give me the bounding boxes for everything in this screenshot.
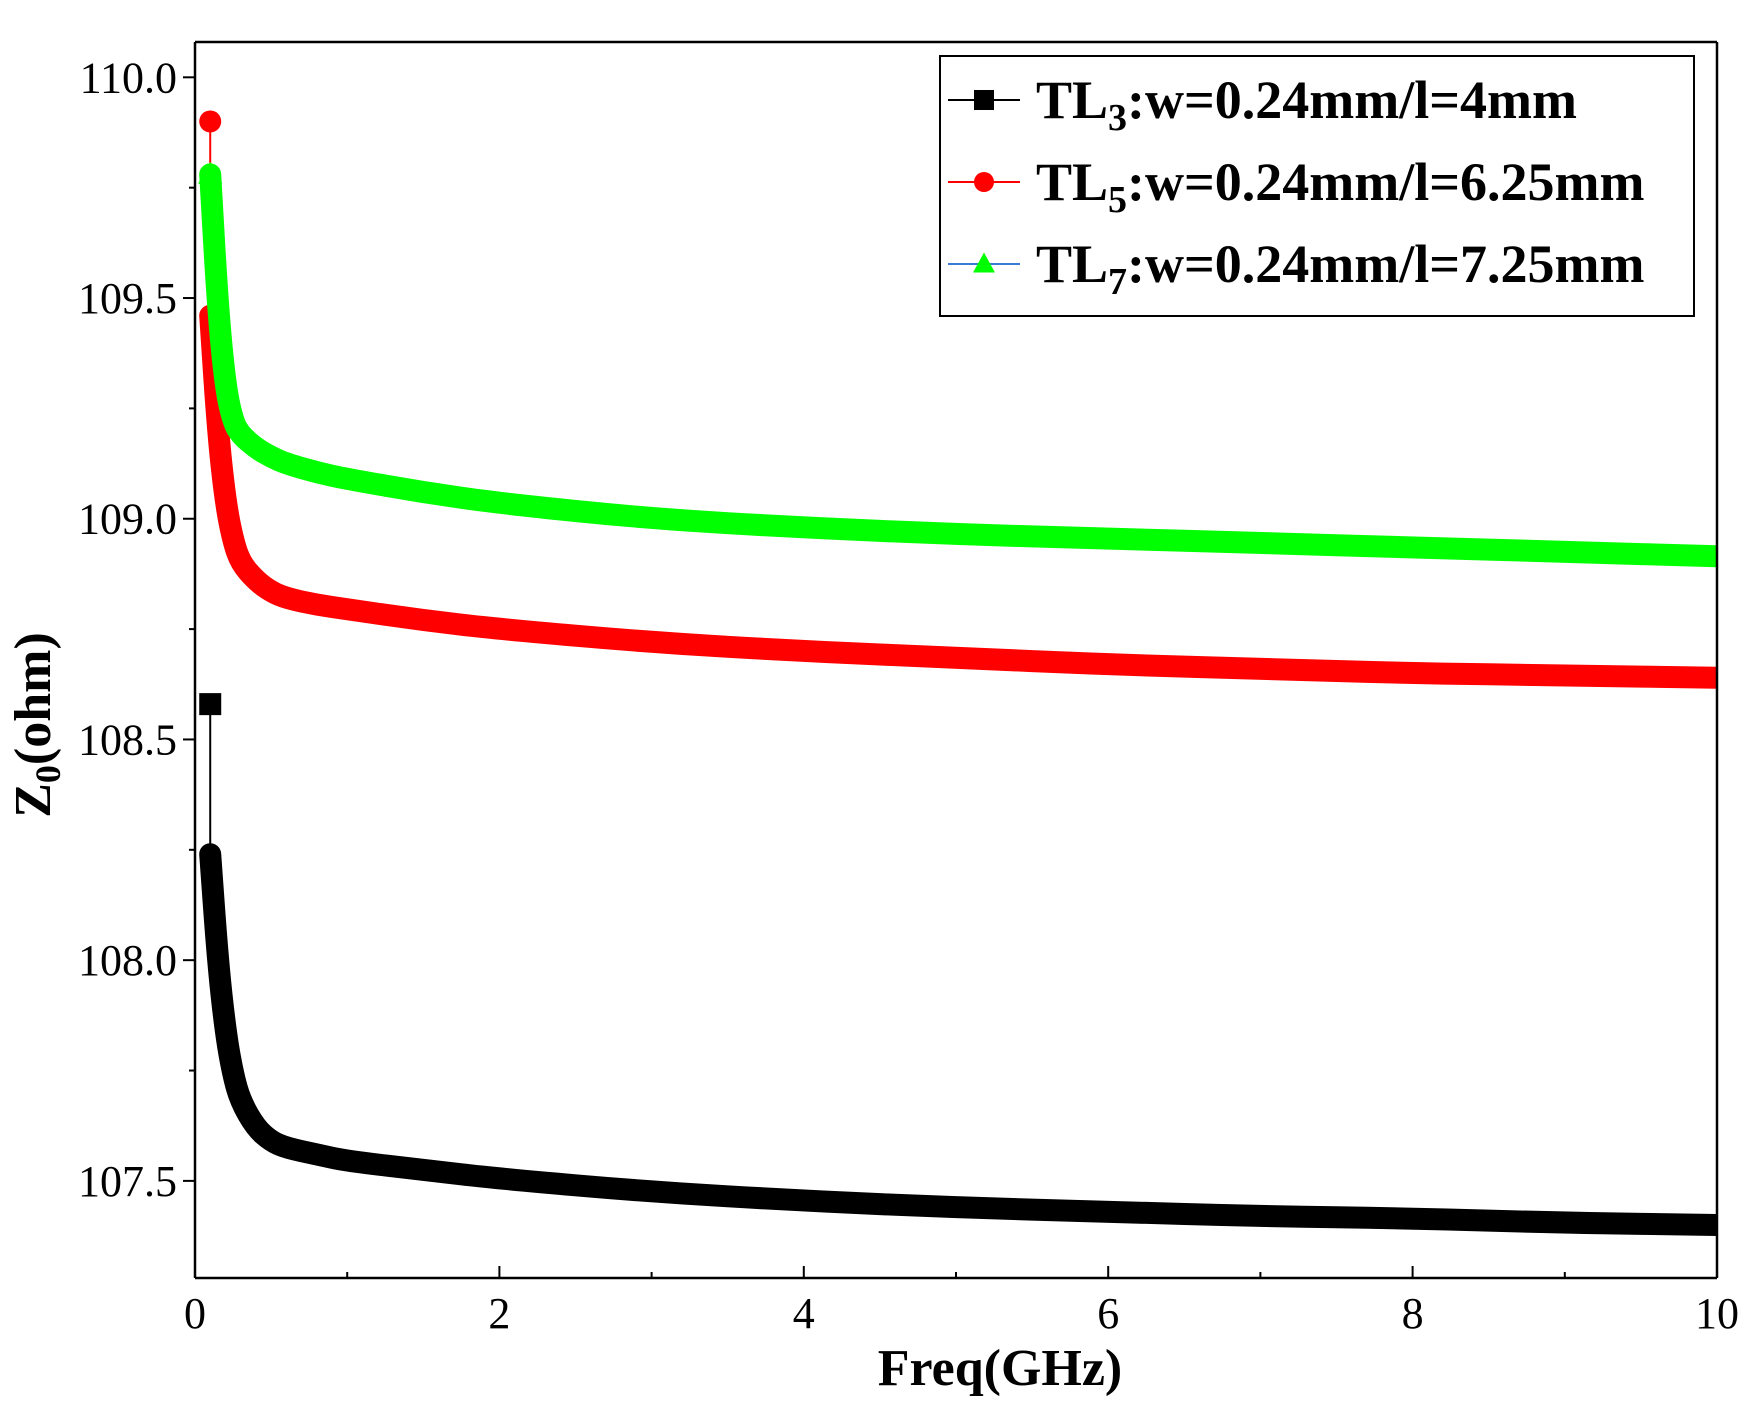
x-tick-label: 8 bbox=[1402, 1289, 1424, 1338]
legend-label-main: TL bbox=[1036, 70, 1108, 130]
legend-marker bbox=[973, 252, 995, 273]
legend-label-subscript: 3 bbox=[1108, 97, 1127, 139]
series-marker bbox=[199, 110, 222, 133]
x-axis-title: Freq(GHz) bbox=[878, 1340, 1123, 1397]
legend-label-rest: :w=0.24mm/l=7.25mm bbox=[1127, 234, 1644, 294]
x-tick-label: 4 bbox=[793, 1289, 815, 1338]
series-line bbox=[199, 304, 1717, 689]
series-1 bbox=[199, 693, 1717, 1236]
axes: 0 2 4 6 8 10 107.5 108.0 108.5 109.0 109.5 110.0 bbox=[78, 40, 1739, 1338]
y-axis-title: Z0(ohm) bbox=[5, 632, 68, 818]
series-layer bbox=[198, 110, 1717, 1236]
x-tick-label: 6 bbox=[1097, 1289, 1119, 1338]
plot-area bbox=[198, 110, 1717, 1236]
series-marker bbox=[199, 693, 222, 716]
y-axis-title-unit: (ohm) bbox=[5, 632, 62, 765]
series-line bbox=[199, 843, 1717, 1236]
legend: TL3:w=0.24mm/l=4mmTL5:w=0.24mm/l=6.25mmT… bbox=[939, 55, 1695, 317]
legend-marker bbox=[974, 172, 994, 192]
legend-label-rest: :w=0.24mm/l=4mm bbox=[1127, 70, 1577, 130]
legend-marker bbox=[974, 90, 994, 110]
y-axis-title-main: Z bbox=[5, 783, 62, 818]
legend-entry-1: TL3:w=0.24mm/l=4mm bbox=[948, 70, 1577, 139]
legend-label: TL7:w=0.24mm/l=7.25mm bbox=[1036, 234, 1645, 303]
legend-label-subscript: 5 bbox=[1108, 179, 1127, 221]
x-tick-label: 0 bbox=[184, 1289, 206, 1338]
legend-entry-2: TL5:w=0.24mm/l=6.25mm bbox=[948, 152, 1645, 221]
legend-label: TL5:w=0.24mm/l=6.25mm bbox=[1036, 152, 1645, 221]
x-tick-label: 2 bbox=[488, 1289, 510, 1338]
y-tick-label: 107.5 bbox=[78, 1157, 177, 1206]
series-line bbox=[199, 163, 1717, 568]
legend-box bbox=[939, 55, 1695, 317]
legend-label-rest: :w=0.24mm/l=6.25mm bbox=[1127, 152, 1644, 212]
y-tick-label: 109.5 bbox=[78, 274, 177, 323]
y-tick-label: 110.0 bbox=[80, 53, 177, 102]
legend-label: TL3:w=0.24mm/l=4mm bbox=[1036, 70, 1577, 139]
y-tick-label: 109.0 bbox=[78, 495, 177, 544]
y-tick-label: 108.0 bbox=[78, 936, 177, 985]
x-tick-label: 10 bbox=[1695, 1289, 1739, 1338]
legend-label-main: TL bbox=[1036, 152, 1108, 212]
legend-label-main: TL bbox=[1036, 234, 1108, 294]
y-tick-label: 108.5 bbox=[78, 715, 177, 764]
series-marker bbox=[198, 161, 223, 184]
series-3 bbox=[198, 161, 1717, 568]
y-axis-title-subscript: 0 bbox=[28, 765, 68, 783]
legend-entry-3: TL7:w=0.24mm/l=7.25mm bbox=[948, 234, 1645, 303]
legend-label-subscript: 7 bbox=[1108, 261, 1127, 303]
